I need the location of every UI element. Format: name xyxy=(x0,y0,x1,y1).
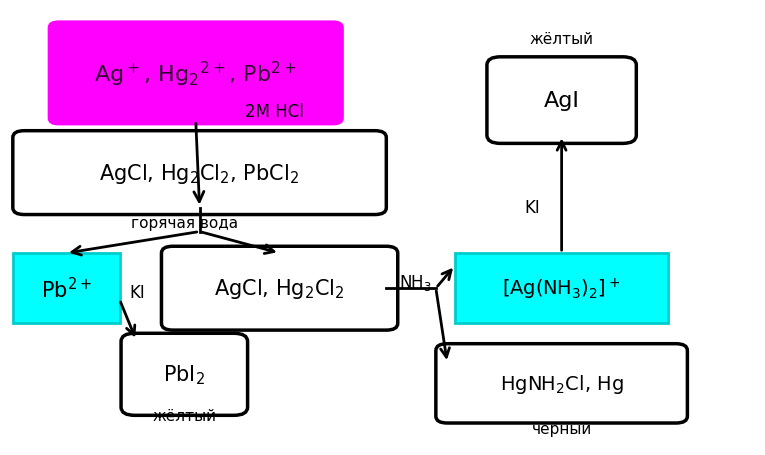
Text: KI: KI xyxy=(129,283,145,302)
Text: жёлтый: жёлтый xyxy=(529,32,594,47)
FancyBboxPatch shape xyxy=(436,344,688,423)
Text: AgCl, Hg$_2$Cl$_2$, PbCl$_2$: AgCl, Hg$_2$Cl$_2$, PbCl$_2$ xyxy=(99,161,300,185)
Text: AgI: AgI xyxy=(544,91,580,111)
Text: 2M HCl: 2M HCl xyxy=(246,103,304,121)
FancyBboxPatch shape xyxy=(50,23,342,124)
FancyBboxPatch shape xyxy=(13,253,119,324)
Text: чёрный: чёрный xyxy=(532,421,592,436)
Text: [Ag(NH$_3$)$_2$]$^+$: [Ag(NH$_3$)$_2$]$^+$ xyxy=(503,276,621,301)
Text: Pb$^{2+}$: Pb$^{2+}$ xyxy=(41,276,92,301)
Text: горячая вода: горячая вода xyxy=(131,216,238,231)
Text: PbI$_2$: PbI$_2$ xyxy=(163,363,205,386)
Text: Ag$^+$, Hg$_2$$^{2+}$, Pb$^{2+}$: Ag$^+$, Hg$_2$$^{2+}$, Pb$^{2+}$ xyxy=(94,59,298,88)
FancyBboxPatch shape xyxy=(161,247,398,330)
Text: NH$_3$: NH$_3$ xyxy=(399,273,431,293)
Text: жёлтый: жёлтый xyxy=(152,408,216,423)
FancyBboxPatch shape xyxy=(455,253,669,324)
FancyBboxPatch shape xyxy=(121,334,248,415)
FancyBboxPatch shape xyxy=(13,131,386,215)
Text: KI: KI xyxy=(524,198,540,216)
FancyBboxPatch shape xyxy=(487,58,636,144)
Text: AgCl, Hg$_2$Cl$_2$: AgCl, Hg$_2$Cl$_2$ xyxy=(214,277,345,300)
Text: HgNH$_2$Cl, Hg: HgNH$_2$Cl, Hg xyxy=(500,372,623,395)
